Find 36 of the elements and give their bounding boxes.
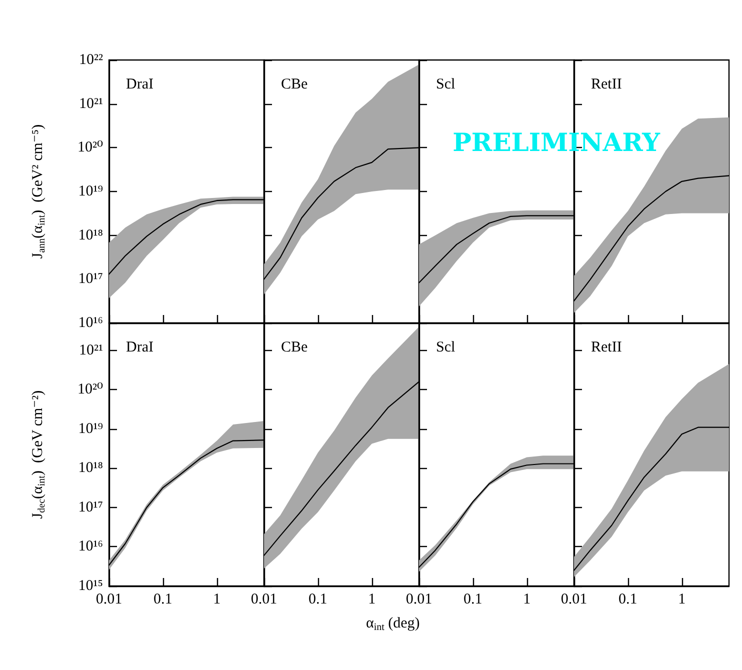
- text: DraI: [126, 340, 154, 356]
- y-tick-label: 10²¹: [79, 96, 103, 112]
- x-tick-label: 1: [213, 592, 221, 608]
- text: DraI: [126, 76, 154, 92]
- y-axis-title: Jdec(αint) (GeV cm⁻²): [30, 390, 48, 519]
- y-tick-label: 10¹⁶: [78, 315, 103, 331]
- y-tick-label: 10¹⁹: [78, 420, 103, 437]
- x-tick-label: 0.01: [560, 592, 588, 608]
- x-tick-label: 1: [678, 592, 686, 608]
- x-tick-label: 0.1: [464, 592, 482, 608]
- y-tick-label: 10¹⁵: [78, 578, 103, 594]
- text: Scl: [436, 340, 456, 356]
- y-tick-label: 10²¹: [79, 342, 103, 358]
- y-tick-label: 10¹⁹: [78, 184, 103, 200]
- x-tick-label: 0.01: [250, 592, 278, 608]
- y-tick-label: 10¹⁷: [78, 499, 103, 516]
- text: RetII: [591, 76, 622, 92]
- x-tick-label: 0.01: [96, 592, 122, 608]
- x-tick-label: 1: [523, 592, 531, 608]
- y-tick-label: 10¹⁷: [78, 271, 103, 288]
- y-tick-label: 10²²: [79, 52, 104, 68]
- y-tick-label: 10¹⁸: [78, 227, 103, 244]
- text: CBe: [281, 340, 308, 356]
- x-tick-label: 0.1: [154, 592, 172, 608]
- x-tick-label: 1: [368, 592, 376, 608]
- y-axis-title: Jann(αint) (GeV² cm⁻⁵): [30, 124, 48, 259]
- y-tick-label: 10²⁰: [77, 140, 103, 156]
- y-tick-label: 10¹⁶: [78, 538, 103, 555]
- x-tick-label: 0.1: [308, 592, 328, 608]
- text: Scl: [436, 76, 456, 92]
- y-tick-label: 10¹⁸: [78, 460, 103, 476]
- y-tick-label: 10²⁰: [77, 382, 103, 398]
- text: CBe: [281, 76, 308, 92]
- text: RetII: [591, 340, 622, 356]
- x-tick-label: 0.01: [406, 592, 432, 608]
- x-tick-label: 0.1: [618, 592, 638, 608]
